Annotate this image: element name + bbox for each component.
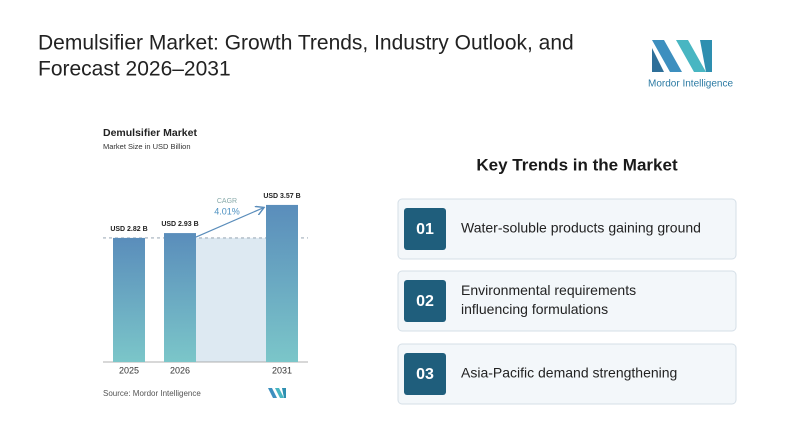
trend-text: Environmental requirements: [461, 282, 636, 298]
logo: [652, 40, 712, 72]
value-label: USD 2.93 B: [161, 221, 198, 228]
cagr-label: CAGR: [217, 198, 237, 205]
bar: [266, 204, 298, 362]
x-tick-label: 2031: [272, 365, 292, 375]
value-label: USD 3.57 B: [263, 193, 300, 200]
trend-text: influencing formulations: [461, 301, 608, 317]
cagr-arrow: [195, 208, 263, 238]
bar: [164, 233, 196, 362]
trend-number-box: [404, 208, 446, 250]
trend-text: Asia-Pacific demand strengthening: [461, 365, 677, 381]
trend-number: 03: [416, 366, 434, 383]
source: Source: Mordor Intelligence: [103, 389, 201, 398]
small-logo: [268, 388, 286, 398]
logo-text: Mordor Intelligence: [648, 79, 733, 90]
cagr-value: 4.01%: [214, 206, 240, 216]
trend-number-box: [404, 280, 446, 322]
trend-card: [397, 343, 737, 405]
trends-title: Key Trends in the Market: [476, 155, 678, 174]
trend-number: 02: [416, 293, 434, 310]
trend-card: [397, 198, 737, 260]
chart-title: Demulsifier Market: [103, 127, 197, 139]
page-title: Demulsifier Market: Growth Trends, Indus…: [38, 32, 574, 55]
trend-card: [397, 270, 737, 332]
growth-area: [196, 237, 266, 362]
bar: [113, 237, 145, 362]
x-tick-label: 2025: [119, 365, 139, 375]
trend-number: 01: [416, 221, 434, 238]
trend-number-box: [404, 353, 446, 395]
trend-text: Water-soluble products gaining ground: [461, 220, 701, 236]
x-tick-label: 2026: [170, 365, 190, 375]
chart-subtitle: Market Size in USD Billion: [103, 142, 191, 151]
page-title: Forecast 2026–2031: [38, 58, 231, 81]
value-label: USD 2.82 B: [110, 226, 147, 233]
